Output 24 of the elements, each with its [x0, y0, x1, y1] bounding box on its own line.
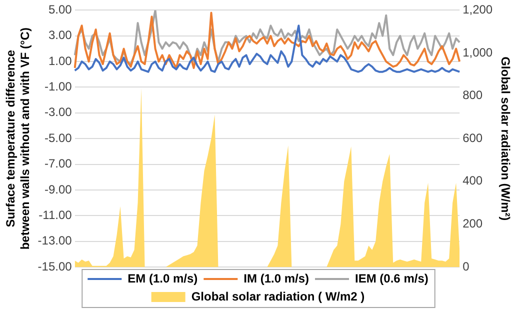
y2-axis-title: Global solar radiation (W/m²) — [498, 56, 512, 221]
legend-label: IM (1.0 m/s) — [244, 271, 310, 286]
y-tick-label: 1.00 — [48, 54, 72, 68]
y-tick-label: -11.00 — [38, 208, 72, 222]
y-tick-label: -3.00 — [44, 105, 72, 120]
y2-tick-label: 800 — [462, 88, 483, 102]
legend-label: IEM (0.6 m/s) — [355, 271, 428, 286]
y-axis-title: Surface temperature difference between walls without and with VF (°C) — [4, 28, 32, 250]
y2-tick-label: 600 — [462, 130, 483, 145]
y-tick-label: -7.00 — [44, 156, 72, 171]
y-tick-label: 3.00 — [48, 28, 72, 42]
y-tick-label: 5.00 — [48, 2, 72, 17]
y2-tick-label: 400 — [462, 174, 483, 188]
y2-tick-label: 1,000 — [462, 45, 493, 60]
legend-label: EM (1.0 m/s) — [128, 271, 198, 286]
y-tick-label: -1.00 — [44, 80, 72, 94]
y2-tick-label: 1,200 — [462, 2, 493, 17]
y-tick-label: -13.00 — [38, 234, 72, 248]
legend-label: Global solar radiation ( W/m2 ) — [191, 289, 365, 304]
y-tick-label: -15.00 — [38, 259, 72, 274]
y-tick-label: -9.00 — [44, 182, 72, 196]
y2-tick-label: 200 — [462, 216, 483, 231]
y2-tick-label: 0 — [462, 259, 470, 274]
y-tick-label: -5.00 — [44, 130, 72, 145]
